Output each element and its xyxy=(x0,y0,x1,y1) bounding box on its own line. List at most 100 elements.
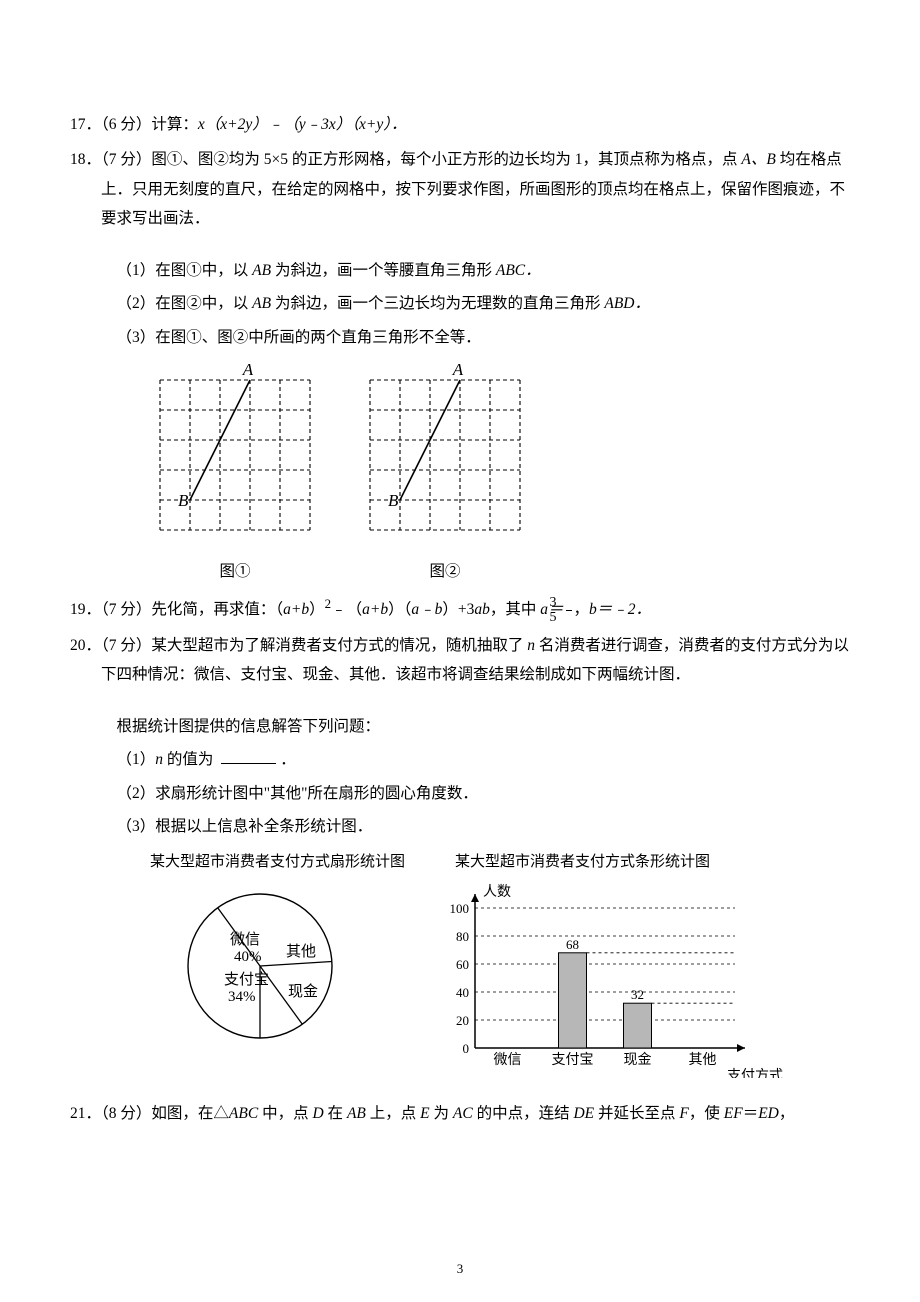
p20-lead: 根据统计图提供的信息解答下列问题： xyxy=(70,712,850,741)
problem-18: 18．（7 分）图①、图②均为 5×5 的正方形网格，每个小正方形的边长均为 1… xyxy=(70,145,850,586)
p18-sub1-b: 为斜边，画一个等腰直角三角形 xyxy=(271,262,496,279)
svg-text:0: 0 xyxy=(463,1041,470,1056)
p20-sub1-n: n xyxy=(155,751,163,768)
p21-D: D xyxy=(312,1105,323,1122)
p18-sub2-label: （2） xyxy=(117,295,156,312)
p18-sub1-a: 在图①中，以 xyxy=(155,262,252,279)
p19-label: 19． xyxy=(70,601,101,618)
grid1-wrap: AB 图① xyxy=(150,362,320,586)
p20-sub1-b: 的值为 xyxy=(163,751,217,768)
p19-c: ﹣（ xyxy=(331,601,362,618)
problem-21: 21．（8 分）如图，在△ABC 中，点 D 在 AB 上，点 E 为 AC 的… xyxy=(70,1099,850,1128)
svg-text:60: 60 xyxy=(456,957,469,972)
pie-title: 某大型超市消费者支付方式扇形统计图 xyxy=(150,848,405,877)
svg-text:微信: 微信 xyxy=(494,1052,522,1068)
p17-prefix: 计算： xyxy=(151,116,198,133)
p21-a: 如图，在△ xyxy=(151,1105,229,1122)
grid1-caption: 图① xyxy=(150,557,320,586)
p18-sub3: （3）在图①、图②中所画的两个直角三角形不全等． xyxy=(70,323,850,352)
p20-sub1: （1）n 的值为 ． xyxy=(70,745,850,774)
svg-text:B: B xyxy=(388,491,399,510)
bar-wrap: 某大型超市消费者支付方式条形统计图 020406080100人数支付方式微信支付… xyxy=(425,848,785,1089)
p19-beq: b＝﹣2． xyxy=(589,601,651,618)
p18-points: （7 分） xyxy=(101,151,151,168)
grid2-wrap: A B 图② xyxy=(360,362,530,586)
p18-sub1-ABC: ABC． xyxy=(496,262,541,279)
p21-f: 的中点，连结 xyxy=(473,1105,574,1122)
p19-frac-den: 5 xyxy=(566,611,572,625)
p19-ab2: a+b xyxy=(362,601,388,618)
p21-ABC: ABC xyxy=(229,1105,258,1122)
p18-intro-a: 图①、图②均为 5×5 的正方形网格，每个小正方形的边长均为 1，其顶点称为格点… xyxy=(151,151,741,168)
page: 17．（6 分）计算：x（x+2y）﹣（y﹣3x）（x+y）． 18．（7 分）… xyxy=(0,0,920,1302)
p20-sub3-label: （3） xyxy=(117,818,156,835)
p18-sub2-AB: AB xyxy=(252,295,271,312)
svg-text:20: 20 xyxy=(456,1013,469,1028)
p18-label: 18． xyxy=(70,151,101,168)
problem-17-line: 17．（6 分）计算：x（x+2y）﹣（y﹣3x）（x+y）． xyxy=(70,110,850,139)
p20-sub3: （3）根据以上信息补全条形统计图． xyxy=(70,812,850,841)
blank-fill[interactable] xyxy=(221,749,276,764)
p18-AB: A、B xyxy=(741,151,775,168)
page-number: 3 xyxy=(0,1257,920,1282)
svg-text:A: A xyxy=(452,362,464,379)
p19-f: ，其中 xyxy=(490,601,540,618)
svg-text:支付宝: 支付宝 xyxy=(552,1052,594,1068)
grid1-svg: AB xyxy=(150,362,320,542)
svg-text:68: 68 xyxy=(566,937,579,952)
p21-h: ，使 xyxy=(689,1105,724,1122)
svg-text:微信: 微信 xyxy=(230,931,260,948)
p18-sub2-a: 在图②中，以 xyxy=(155,295,252,312)
p21-E: E xyxy=(420,1105,429,1122)
p19-d: ）（ xyxy=(388,601,411,618)
p18-sub2: （2）在图②中，以 AB 为斜边，画一个三边长均为无理数的直角三角形 ABD． xyxy=(70,289,850,318)
p20-sub1-label: （1） xyxy=(117,751,156,768)
p21-points: （8 分） xyxy=(101,1105,151,1122)
p19-ab1: a+b xyxy=(283,601,309,618)
spacer xyxy=(70,234,850,252)
grid2-caption: 图② xyxy=(360,557,530,586)
p21-i: ＝ xyxy=(743,1105,759,1122)
p21-line: 21．（8 分）如图，在△ABC 中，点 D 在 AB 上，点 E 为 AC 的… xyxy=(70,1099,850,1128)
p18-sub1-label: （1） xyxy=(117,262,156,279)
problem-20: 20．（7 分）某大型超市为了解消费者支付方式的情况，随机抽取了 n 名消费者进… xyxy=(70,631,850,1089)
p21-b: 中，点 xyxy=(258,1105,312,1122)
pie-svg: 微信40% 支付宝34% 现金 其他 xyxy=(150,878,370,1048)
p19-b: ） xyxy=(309,601,325,618)
svg-text:人数: 人数 xyxy=(483,884,511,900)
p19-frac: 35 xyxy=(566,596,572,625)
svg-text:B: B xyxy=(178,491,189,510)
p18-sub2-b: 为斜边，画一个三边长均为无理数的直角三角形 xyxy=(271,295,604,312)
p21-ED: ED xyxy=(758,1105,779,1122)
p21-EF: EF xyxy=(724,1105,743,1122)
p19-points: （7 分） xyxy=(101,601,151,618)
p20-sub1-c: ． xyxy=(280,751,296,768)
svg-text:支付宝: 支付宝 xyxy=(224,971,269,988)
p21-g: 并延长至点 xyxy=(594,1105,679,1122)
p18-sub3-text: 在图①、图②中所画的两个直角三角形不全等． xyxy=(155,329,481,346)
svg-text:现金: 现金 xyxy=(288,983,318,1000)
svg-text:34%: 34% xyxy=(228,989,256,1005)
p21-e: 为 xyxy=(430,1105,453,1122)
p18-sub1-AB: AB xyxy=(252,262,271,279)
p20-n: n xyxy=(527,637,535,654)
svg-text:支付方式: 支付方式 xyxy=(727,1068,783,1078)
p21-DE: DE xyxy=(573,1105,594,1122)
svg-text:40%: 40% xyxy=(234,949,262,965)
svg-text:现金: 现金 xyxy=(624,1052,652,1068)
p20-sub2-text: 求扇形统计图中"其他"所在扇形的圆心角度数． xyxy=(155,785,478,802)
p19-frac-num: 3 xyxy=(566,596,572,611)
p20-intro-a: 某大型超市为了解消费者支付方式的情况，随机抽取了 xyxy=(151,637,527,654)
p17-expr: x（x+2y）﹣（y﹣3x）（x+y）． xyxy=(198,116,407,133)
p17-points: （6 分） xyxy=(101,116,151,133)
p20-label: 20． xyxy=(70,637,101,654)
p18-sub1: （1）在图①中，以 AB 为斜边，画一个等腰直角三角形 ABC． xyxy=(70,256,850,285)
p18-sub2-ABD: ABD． xyxy=(604,295,650,312)
p21-j: ， xyxy=(779,1105,795,1122)
pie-wrap: 某大型超市消费者支付方式扇形统计图 微信40% 支付宝34% 现金 其他 xyxy=(150,848,405,1059)
problem-18-intro: 18．（7 分）图①、图②均为 5×5 的正方形网格，每个小正方形的边长均为 1… xyxy=(70,145,850,233)
p17-label: 17． xyxy=(70,116,101,133)
p20-sub3-text: 根据以上信息补全条形统计图． xyxy=(155,818,372,835)
p21-AB: AB xyxy=(347,1105,366,1122)
svg-text:其他: 其他 xyxy=(286,943,316,960)
